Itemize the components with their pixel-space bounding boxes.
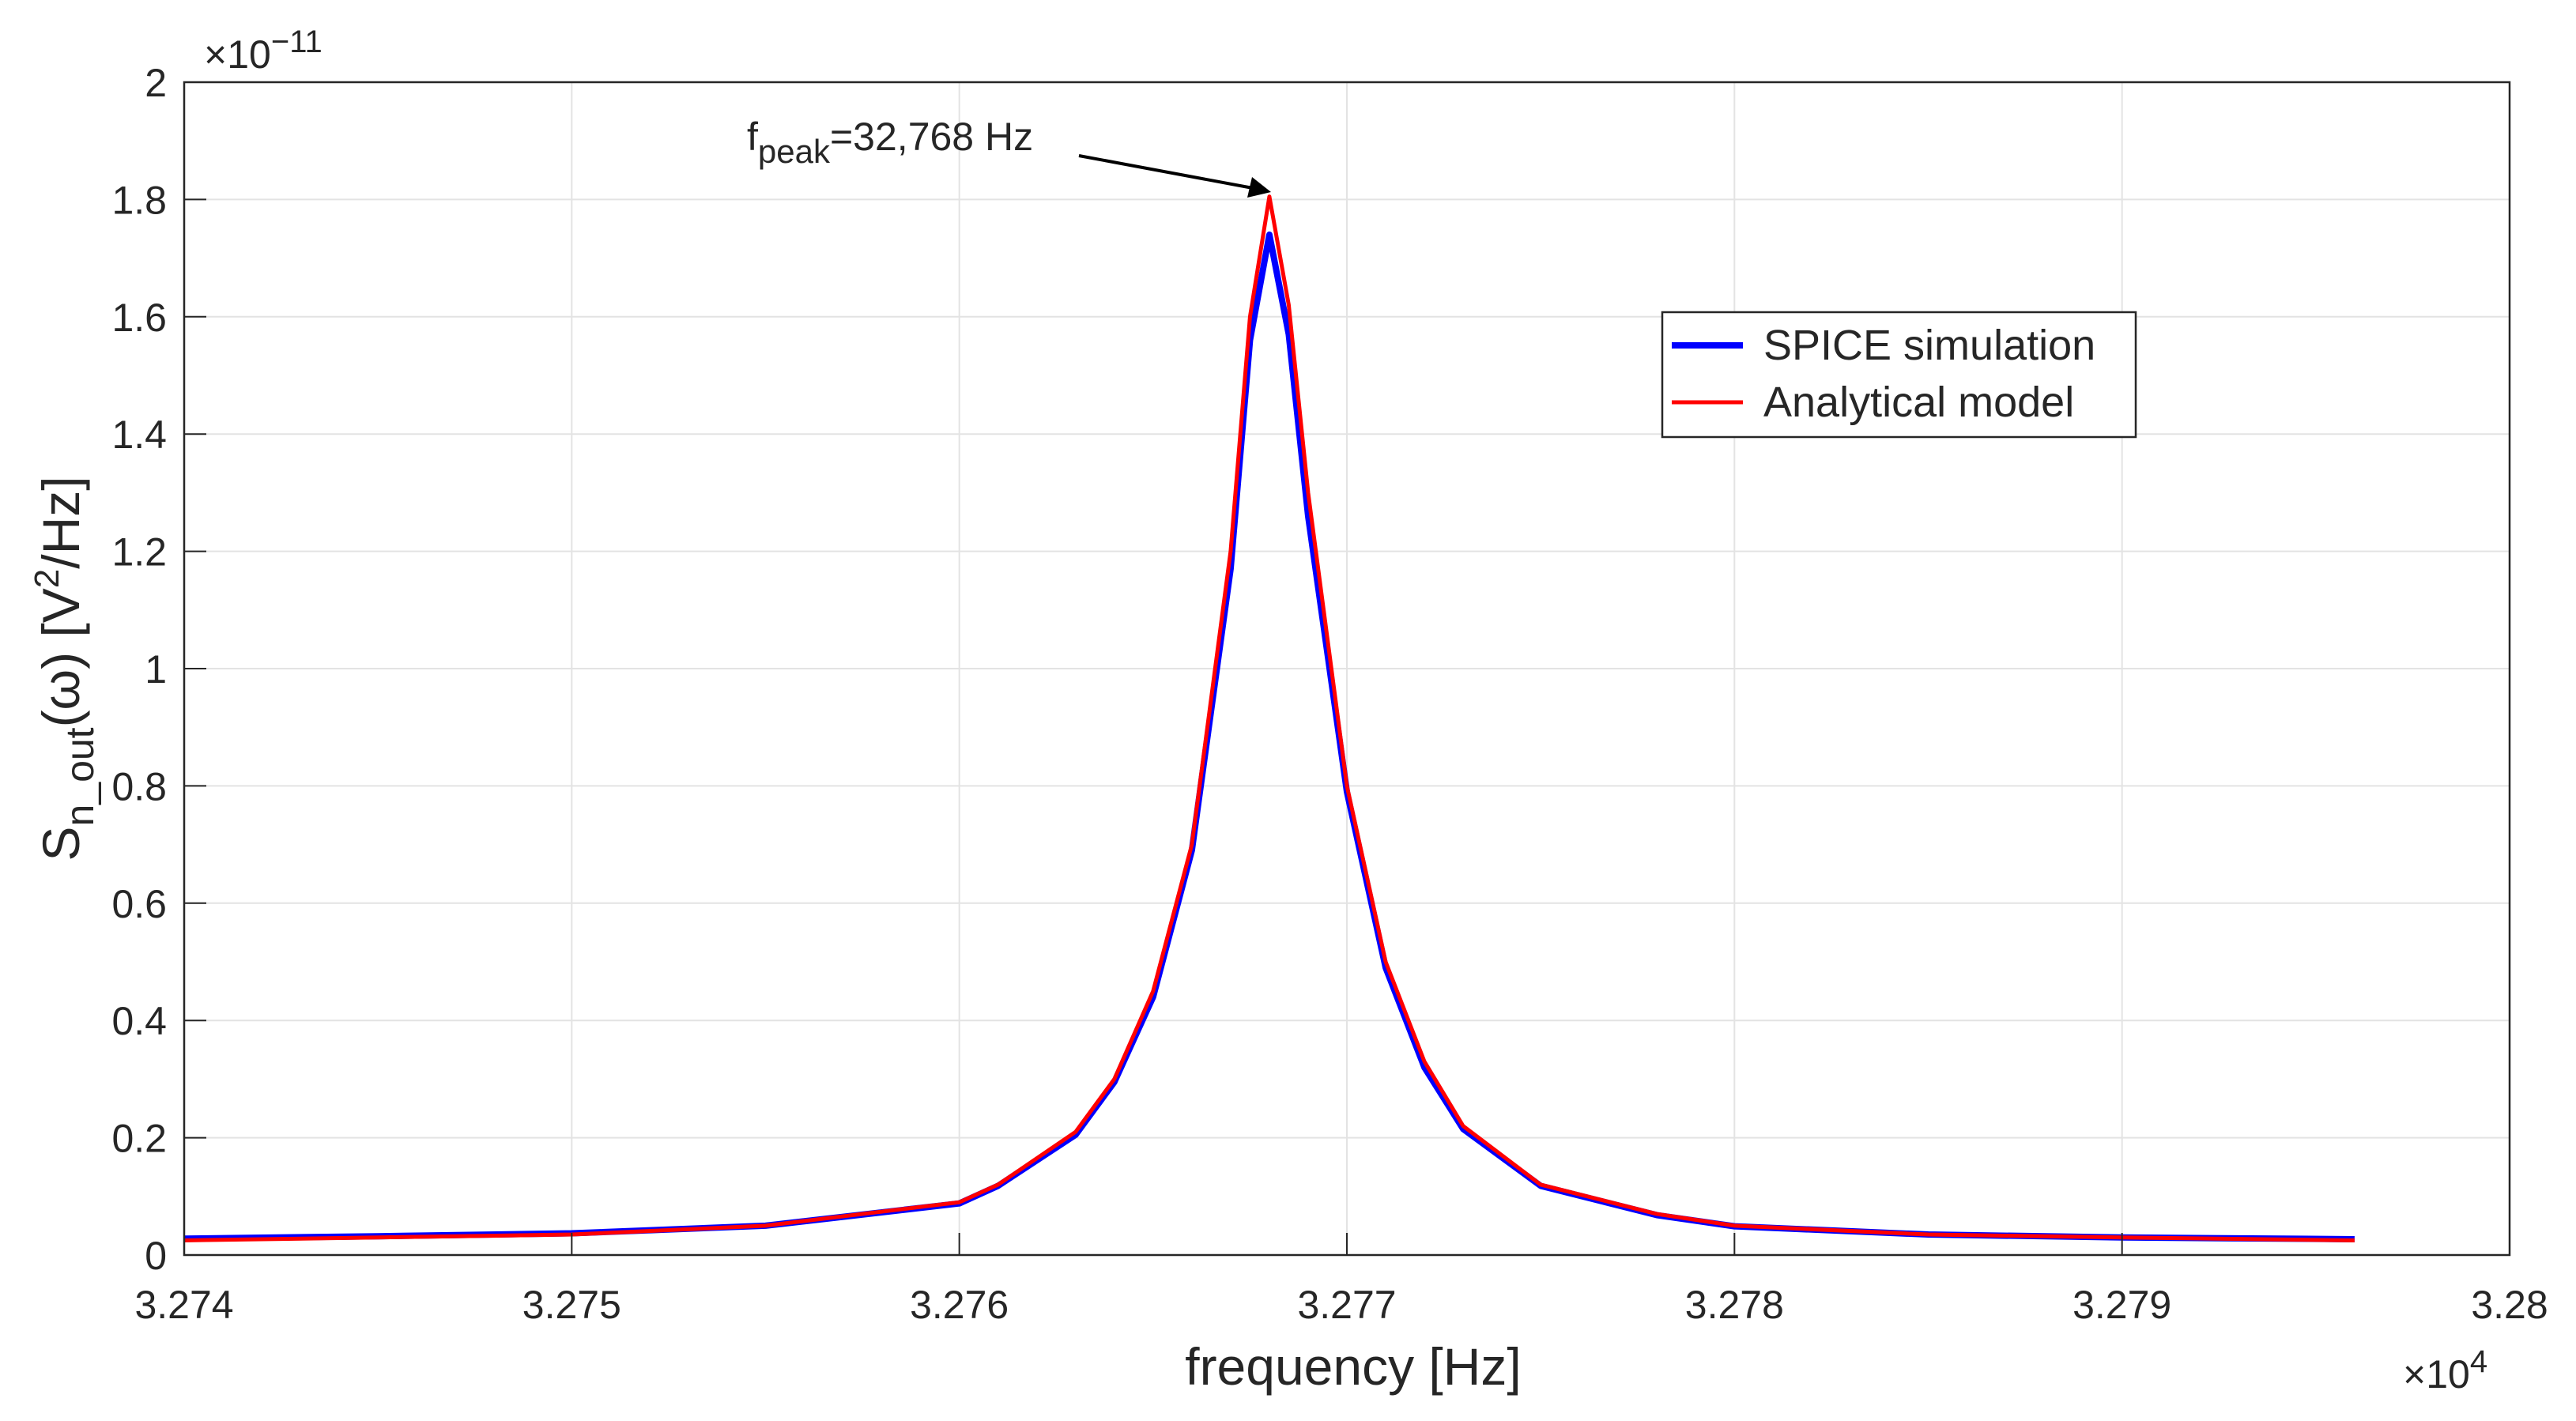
legend-label: SPICE simulation [1763, 322, 2095, 369]
annotation-f: f [747, 115, 758, 159]
legend-label: Analytical model [1763, 379, 2074, 426]
y-tick-label: 1.6 [111, 296, 167, 340]
x-tick-label: 3.279 [2072, 1283, 2171, 1327]
grid [183, 81, 2510, 1256]
y-exponent-power: −11 [271, 24, 322, 59]
x-tick-label: 3.28 [2471, 1283, 2548, 1327]
y-tick-label: 0 [145, 1234, 167, 1278]
x-exponent-power: 4 [2470, 1344, 2487, 1379]
legend: SPICE simulation Analytical model [1661, 311, 2137, 439]
annotation-arrowhead [1247, 177, 1271, 198]
y-tick-label: 0.2 [111, 1117, 167, 1161]
y-tick-label: 0.4 [111, 999, 167, 1043]
y-exponent: ×10−11 [204, 24, 322, 77]
annotation-rest: =32,768 Hz [830, 115, 1033, 159]
y-axis-label: Sn_out(ω) [V2/Hz] [28, 476, 102, 861]
ticks: 3.274 3.275 3.276 3.277 3.278 3.279 3.28 0 0.2 0.… [111, 61, 2548, 1327]
x-exponent: ×104 [2403, 1344, 2487, 1396]
y-tick-label: 0.8 [111, 764, 167, 808]
y-tick-label: 2 [145, 61, 167, 105]
y-tick-label: 1.4 [111, 413, 167, 457]
x-tick-label: 3.274 [134, 1283, 233, 1327]
annotation: fpeak=32,768 Hz [747, 115, 1033, 170]
y-label-rest: (ω) [V [32, 588, 90, 727]
y-label-sup: 2 [28, 569, 66, 588]
y-tick-label: 1 [145, 647, 167, 692]
x-axis-label: frequency [Hz] [1185, 1337, 1522, 1396]
x-tick-label: 3.275 [522, 1283, 621, 1327]
y-exponent-base: ×10 [204, 32, 271, 77]
annotation-sub: peak [758, 133, 831, 170]
y-label-sub: n_out [58, 727, 102, 826]
y-tick-label: 1.8 [111, 178, 167, 222]
y-tick-label: 1.2 [111, 530, 167, 575]
annotation-arrow [1078, 154, 1254, 190]
x-exponent-base: ×10 [2403, 1352, 2470, 1396]
x-tick-label: 3.277 [1297, 1283, 1396, 1327]
x-tick-label: 3.276 [910, 1283, 1009, 1327]
series-line [183, 194, 2355, 1242]
lines [183, 194, 2355, 1242]
legend-box [1661, 311, 2137, 439]
x-tick-label: 3.278 [1685, 1283, 1784, 1327]
y-label-end: /Hz] [32, 476, 90, 568]
y-label-main: S [32, 827, 90, 861]
y-tick-label: 0.6 [111, 882, 167, 926]
